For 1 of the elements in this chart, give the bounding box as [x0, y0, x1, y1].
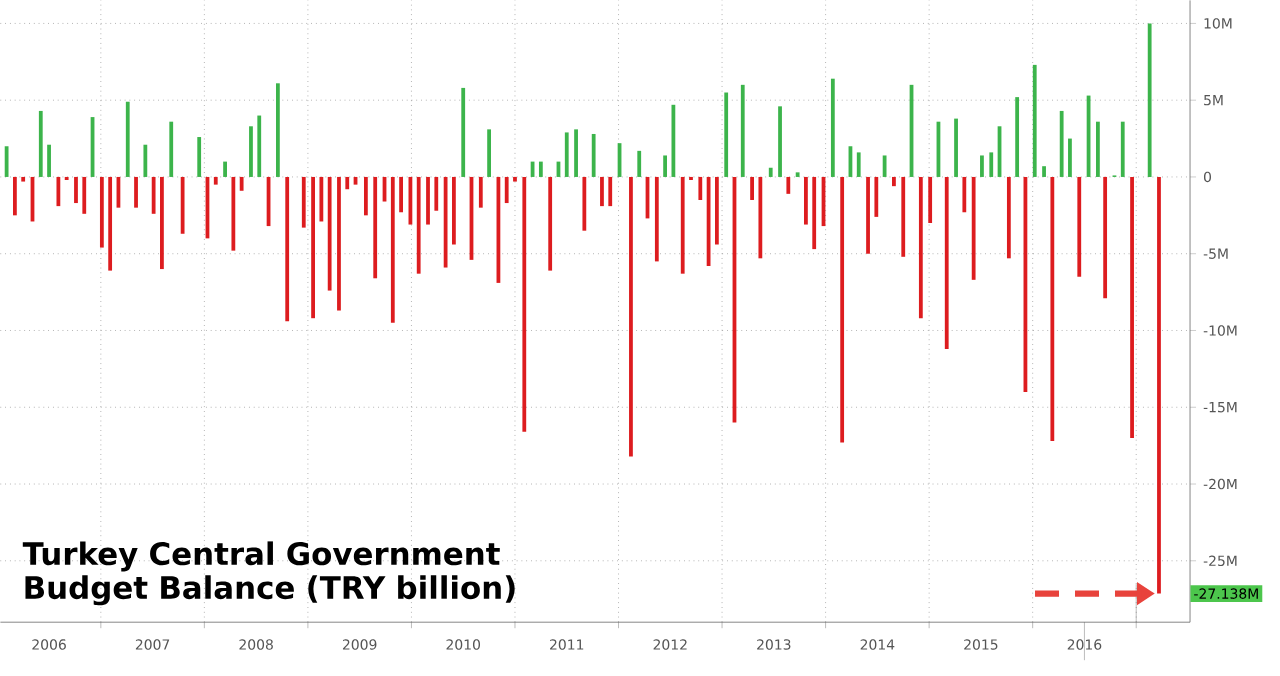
text: Turkey Central Government Budget Balance (TRY billion) [22, 541, 515, 606]
